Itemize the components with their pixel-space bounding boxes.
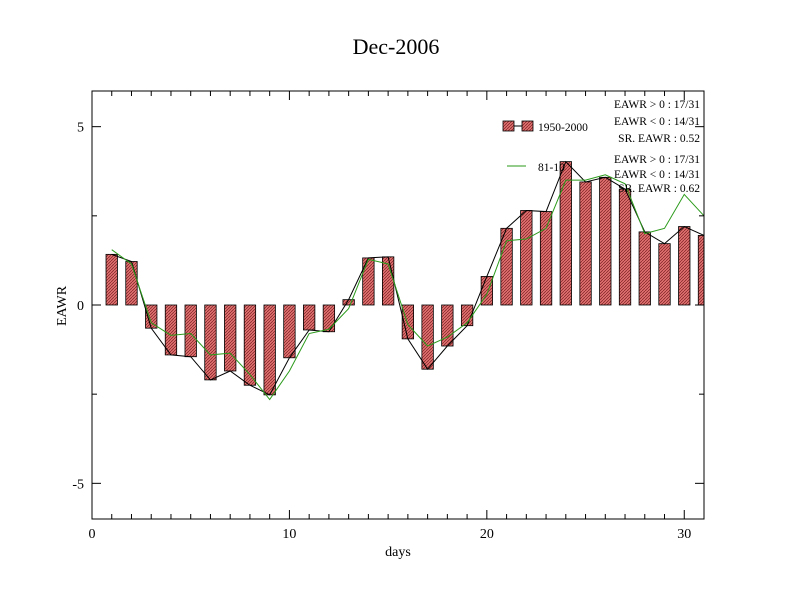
- bar-day-11: [303, 304, 316, 331]
- stat-81-10-negative: EAWR < 0 : 14/31: [614, 169, 700, 181]
- bar-day-9: [263, 304, 276, 396]
- legend-label-1950-2000: 1950-2000: [538, 122, 588, 134]
- bar-day-2: [125, 261, 138, 306]
- line-series-81-10: [111, 174, 704, 401]
- stat-1950-2000-negative: EAWR < 0 : 14/31: [614, 116, 700, 128]
- bar-day-6: [204, 304, 217, 381]
- bar-day-24: [559, 161, 572, 306]
- stat-81-10-positive: EAWR > 0 : 17/31: [614, 154, 700, 166]
- bar-day-30: [678, 226, 691, 306]
- bar-day-27: [618, 188, 632, 306]
- x-tick-label-10: 10: [282, 527, 296, 542]
- bar-day-28: [638, 231, 651, 306]
- bar-day-31: [697, 235, 704, 306]
- x-tick-label-0: 0: [89, 527, 96, 542]
- x-axis-label: days: [385, 545, 411, 560]
- stat-81-10-sr: SR. EAWR : 0.62: [618, 183, 700, 195]
- y-axis-label: EAWR: [55, 285, 70, 326]
- x-tick-label-30: 30: [677, 527, 691, 542]
- plot-frame: [91, 90, 705, 520]
- chart-title: Dec-2006: [353, 34, 440, 59]
- stat-1950-2000-positive: EAWR > 0 : 17/31: [614, 99, 700, 111]
- bar-day-4: [164, 304, 178, 356]
- bar-day-5: [184, 304, 197, 358]
- y-axis: -5 0 5: [72, 121, 704, 492]
- bar-day-18: [441, 304, 454, 347]
- x-tick-label-20: 20: [480, 527, 494, 542]
- legend-label-81-10: 81-10: [538, 162, 565, 174]
- bar-day-26: [599, 176, 612, 306]
- bar-day-14: [362, 257, 375, 306]
- bar-day-8: [243, 304, 257, 386]
- y-tick-label-5: 5: [77, 121, 84, 136]
- bar-day-22: [520, 210, 533, 306]
- bar-day-7: [224, 304, 237, 372]
- bar-day-17: [421, 304, 434, 370]
- legend-bar-swatch-right: [521, 120, 534, 132]
- bar-day-12: [322, 304, 336, 333]
- y-tick-label--5: -5: [72, 477, 84, 492]
- bar-day-23: [539, 211, 553, 306]
- legend-bar-swatch-left: [502, 120, 515, 132]
- bar-day-10: [283, 304, 296, 359]
- stat-1950-2000-sr: SR. EAWR : 0.52: [618, 133, 700, 145]
- y-tick-label-0: 0: [77, 299, 84, 314]
- legend: 1950-2000 EAWR > 0 : 17/31 EAWR < 0 : 14…: [502, 99, 700, 195]
- bar-day-3: [145, 304, 158, 329]
- bar-day-21: [500, 227, 513, 306]
- bar-day-1: [105, 253, 118, 306]
- x-axis: 0 10 20 30: [89, 91, 705, 542]
- bar-series-1950-2000: [105, 161, 704, 396]
- connector-line-1950-2000: [111, 160, 704, 396]
- bar-day-29: [658, 243, 671, 306]
- line-layer: [111, 160, 704, 401]
- bar-day-25: [579, 181, 592, 306]
